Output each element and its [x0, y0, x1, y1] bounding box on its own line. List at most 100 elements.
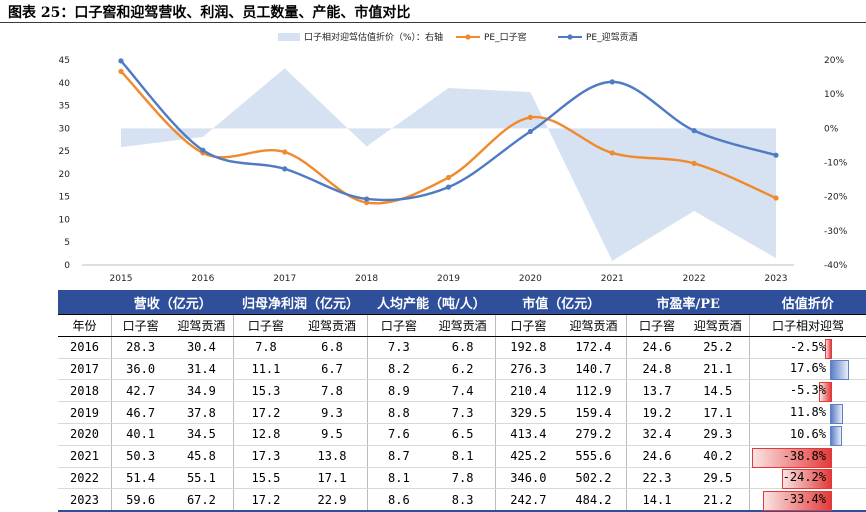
discount-cell: -33.4% — [748, 488, 866, 512]
pe-point-0 — [527, 114, 533, 120]
pe-point-1 — [364, 196, 370, 202]
discount-bar — [829, 404, 844, 425]
x-tick-label: 2019 — [437, 274, 460, 284]
sub-header-cell: 迎驾贡酒 — [169, 314, 234, 337]
figure-title: 图表 25：口子窖和迎驾营收、利润、员工数量、产能、市值对比 — [8, 5, 411, 21]
pe-point-1 — [691, 128, 697, 134]
value-cell: 8.2 — [366, 358, 431, 381]
discount-label: 17.6% — [789, 361, 826, 376]
table-row: 2016 28.3 30.4 7.8 6.8 7.3 6.8 192.8 172.4 24.6 25… — [58, 336, 866, 359]
y-tick-label: 10 — [59, 215, 71, 225]
discount-bar — [829, 425, 843, 446]
value-cell: 28.3 — [110, 336, 170, 359]
sub-header-cell: 迎驾贡酒 — [560, 314, 627, 337]
value-cell: 6.5 — [430, 423, 496, 446]
value-cell: 46.7 — [110, 401, 170, 424]
value-cell: 8.1 — [366, 467, 431, 490]
value-cell: 7.3 — [430, 401, 496, 424]
y2-tick-label: -30% — [824, 227, 848, 237]
value-cell: 14.1 — [626, 488, 687, 512]
value-cell: 555.6 — [560, 445, 627, 468]
x-tick-label: 2022 — [683, 274, 706, 284]
value-cell: 17.1 — [686, 401, 750, 424]
legend-label: 口子相对迎驾估值折价（%）：右轴 — [304, 31, 443, 43]
value-cell: 413.4 — [495, 423, 561, 446]
value-cell: 9.3 — [297, 401, 368, 424]
legend-label: PE_迎驾贡酒 — [586, 31, 638, 43]
header-blank — [58, 290, 112, 315]
value-cell: 7.8 — [297, 379, 368, 403]
sub-header-cell: 迎驾贡酒 — [686, 314, 750, 337]
legend-swatch-marker — [465, 34, 471, 40]
group-header-cell: 估值折价 — [749, 290, 866, 315]
value-cell: 21.1 — [686, 358, 750, 381]
y-tick-label: 35 — [59, 102, 70, 112]
value-cell: 29.5 — [686, 467, 750, 490]
pe-line-chart: 0 5 10 15 20 25 30 35 40 45 20% 10% 0% -10% -20% -30% -4… — [59, 31, 848, 284]
discount-area — [121, 68, 776, 261]
value-cell: 279.2 — [560, 423, 627, 446]
value-cell: 24.6 — [626, 445, 687, 468]
table-group-header: 营收（亿元） 归母净利润（亿元） 人均产能（吨/人） 市值（亿元） 市盈率/PE 估值折价 — [58, 290, 866, 315]
table-sub-header: 年份 口子窖 迎驾贡酒 口子窖 迎驾贡酒 口子窖 迎驾贡酒 口子窖 迎驾贡酒 口子窖 迎驾贡酒 口子相… — [58, 314, 866, 337]
year-cell: 2017 — [58, 358, 112, 381]
discount-cell: -5.3% — [748, 379, 866, 403]
discount-cell: 10.6% — [748, 423, 866, 446]
y-tick-label: 30 — [59, 124, 71, 134]
sub-header-cell: 口子窖 — [233, 314, 298, 337]
value-cell: 59.6 — [110, 488, 170, 512]
year-cell: 2018 — [58, 379, 112, 403]
group-header-cell: 市值（亿元） — [495, 290, 627, 315]
y2-tick-label: -40% — [824, 261, 848, 271]
discount-cell: -24.2% — [748, 467, 866, 490]
sub-header-cell: 口子窖 — [366, 314, 431, 337]
sub-header-cell: 口子窖 — [495, 314, 561, 337]
x-tick-label: 2015 — [110, 274, 133, 284]
value-cell: 11.1 — [233, 358, 298, 381]
value-cell: 159.4 — [560, 401, 627, 424]
value-cell: 31.4 — [169, 358, 234, 381]
value-cell: 40.2 — [686, 445, 750, 468]
sub-header-cell: 口子窖 — [110, 314, 170, 337]
x-tick-label: 2020 — [519, 274, 542, 284]
pe-point-1 — [609, 79, 615, 85]
pe-point-1 — [527, 128, 533, 135]
sub-header-cell: 口子相对迎驾 — [748, 314, 866, 337]
comparison-table: 营收（亿元） 归母净利润（亿元） 人均产能（吨/人） 市值（亿元） 市盈率/PE 估值折价… — [58, 290, 866, 512]
legend-swatch-area — [278, 33, 300, 41]
value-cell: 15.5 — [233, 467, 298, 490]
discount-cell: -2.5% — [748, 336, 866, 359]
year-cell: 2016 — [58, 336, 112, 359]
value-cell: 42.7 — [110, 379, 170, 403]
sub-header-cell: 口子窖 — [626, 314, 687, 337]
value-cell: 192.8 — [495, 336, 561, 359]
pe-point-0 — [445, 174, 452, 181]
value-cell: 25.2 — [686, 336, 750, 359]
discount-cell: 11.8% — [748, 401, 866, 425]
y-tick-label: 25 — [59, 147, 70, 157]
discount-cell: -38.8% — [748, 445, 866, 468]
value-cell: 50.3 — [110, 445, 170, 468]
value-cell: 242.7 — [495, 488, 561, 512]
year-cell: 2019 — [58, 401, 112, 424]
group-header-cell: 营收（亿元） — [111, 290, 234, 315]
sub-header-cell: 迎驾贡酒 — [297, 314, 368, 337]
x-tick-label: 2021 — [601, 274, 624, 284]
discount-label: 11.8% — [789, 405, 826, 420]
pe-point-0 — [282, 149, 288, 155]
y2-tick-label: -10% — [824, 159, 848, 169]
group-header-cell: 归母净利润（亿元） — [233, 290, 368, 315]
year-cell: 2020 — [58, 423, 112, 446]
discount-bar — [824, 338, 832, 359]
discount-bar — [829, 360, 849, 381]
value-cell: 210.4 — [495, 379, 561, 403]
value-cell: 34.9 — [169, 379, 234, 403]
value-cell: 7.6 — [366, 423, 431, 446]
legend-swatch-marker — [567, 34, 573, 40]
value-cell: 22.3 — [626, 467, 687, 490]
discount-label: -5.3% — [789, 383, 826, 398]
y-tick-label: 45 — [59, 56, 70, 66]
value-cell: 329.5 — [495, 401, 561, 424]
value-cell: 8.3 — [430, 488, 496, 512]
discount-cell: 17.6% — [748, 358, 866, 381]
